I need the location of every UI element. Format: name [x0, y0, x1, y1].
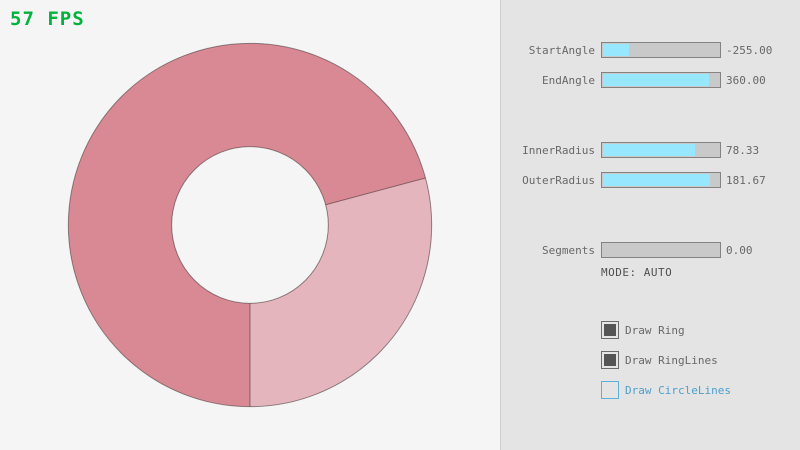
- checkmark-fill: [604, 354, 616, 366]
- ring-drawing-canvas: [67, 42, 433, 408]
- endangle-sliderbar[interactable]: [601, 72, 721, 88]
- draw-ringlines-label: Draw RingLines: [625, 353, 718, 367]
- innerradius-label: InnerRadius: [522, 143, 595, 157]
- draw-circlelines-checkbox[interactable]: [601, 381, 619, 399]
- segments-mode-text: MODE: AUTO: [601, 266, 673, 279]
- controls-panel: StartAngle -255.00 EndAngle 360.00 Inner…: [500, 0, 800, 450]
- endangle-slider-fill: [603, 74, 710, 86]
- slider-row-innerradius: InnerRadius 78.33: [501, 140, 800, 160]
- draw-circlelines-label: Draw CircleLines: [625, 383, 731, 397]
- slider-row-endangle: EndAngle 360.00: [501, 70, 800, 90]
- slider-row-segments: Segments 0.00: [501, 240, 800, 260]
- startangle-label: StartAngle: [528, 43, 595, 57]
- innerradius-sliderbar[interactable]: [601, 142, 721, 158]
- endangle-value: 360.00: [726, 73, 766, 87]
- checkbox-draw-ringlines[interactable]: Draw RingLines: [601, 350, 718, 370]
- startangle-value: -255.00: [726, 43, 773, 57]
- checkbox-draw-ring[interactable]: Draw Ring: [601, 320, 685, 340]
- outerradius-sliderbar[interactable]: [601, 172, 721, 188]
- slider-row-startangle: StartAngle -255.00: [501, 40, 800, 60]
- innerradius-slider-fill: [603, 144, 696, 156]
- draw-ring-checkbox[interactable]: [601, 321, 619, 339]
- endangle-label: EndAngle: [542, 73, 595, 87]
- draw-ring-label: Draw Ring: [625, 323, 685, 337]
- segments-sliderbar[interactable]: [601, 242, 721, 258]
- slider-row-outerradius: OuterRadius 181.67: [501, 170, 800, 190]
- draw-ringlines-checkbox[interactable]: [601, 351, 619, 369]
- outerradius-value: 181.67: [726, 173, 766, 187]
- outerradius-slider-fill: [603, 174, 711, 186]
- checkmark-fill: [604, 324, 616, 336]
- segments-value: 0.00: [726, 243, 753, 257]
- innerradius-value: 78.33: [726, 143, 760, 157]
- startangle-sliderbar[interactable]: [601, 42, 721, 58]
- outerradius-label: OuterRadius: [522, 173, 595, 187]
- checkmark-fill: [604, 384, 616, 396]
- fps-counter: 57 FPS: [10, 8, 85, 30]
- segments-label: Segments: [542, 243, 595, 257]
- checkbox-draw-circlelines[interactable]: Draw CircleLines: [601, 380, 731, 400]
- startangle-slider-fill: [603, 44, 629, 56]
